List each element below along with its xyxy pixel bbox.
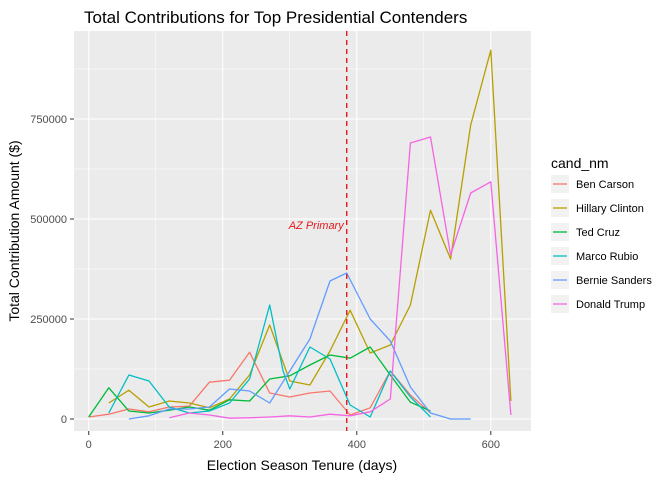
x-tick-label: 200	[214, 439, 232, 451]
series-lines	[88, 49, 512, 420]
legend-label-hillary-clinton: Hillary Clinton	[576, 203, 644, 215]
x-tick-label: 0	[86, 439, 92, 451]
y-tick-label: 750000	[30, 114, 67, 126]
axes: 0 200 400 600 0 250000 500000 750000	[30, 114, 500, 451]
grid-lines	[74, 31, 531, 431]
x-tick-label: 400	[348, 439, 366, 451]
series-line-donald-trump	[169, 136, 512, 419]
legend: cand_nm Ben Carson Hillary Clinton Ted Cru…	[551, 155, 652, 313]
series-line-ted-cruz	[88, 346, 431, 418]
y-axis-label: Total Contribution Amount ($)	[6, 140, 22, 321]
annotation-layer: AZ Primary	[288, 31, 348, 431]
x-tick-label: 600	[482, 439, 500, 451]
legend-label-marco-rubio: Marco Rubio	[576, 251, 638, 263]
chart-title: Total Contributions for Top Presidential…	[84, 8, 467, 27]
legend-label-bernie-sanders: Bernie Sanders	[576, 275, 652, 287]
series-line-bernie-sanders	[128, 272, 471, 420]
series-line-ben-carson	[88, 351, 431, 418]
legend-label-ben-carson: Ben Carson	[576, 179, 634, 191]
y-tick-label: 500000	[30, 214, 67, 226]
y-tick-label: 0	[61, 414, 67, 426]
legend-label-ted-cruz: Ted Cruz	[576, 227, 620, 239]
x-axis-label: Election Season Tenure (days)	[207, 457, 397, 473]
legend-title: cand_nm	[551, 155, 609, 171]
az-primary-label: AZ Primary	[288, 220, 346, 232]
legend-label-donald-trump: Donald Trump	[576, 299, 645, 311]
y-tick-label: 250000	[30, 314, 67, 326]
series-line-hillary-clinton	[108, 49, 512, 409]
